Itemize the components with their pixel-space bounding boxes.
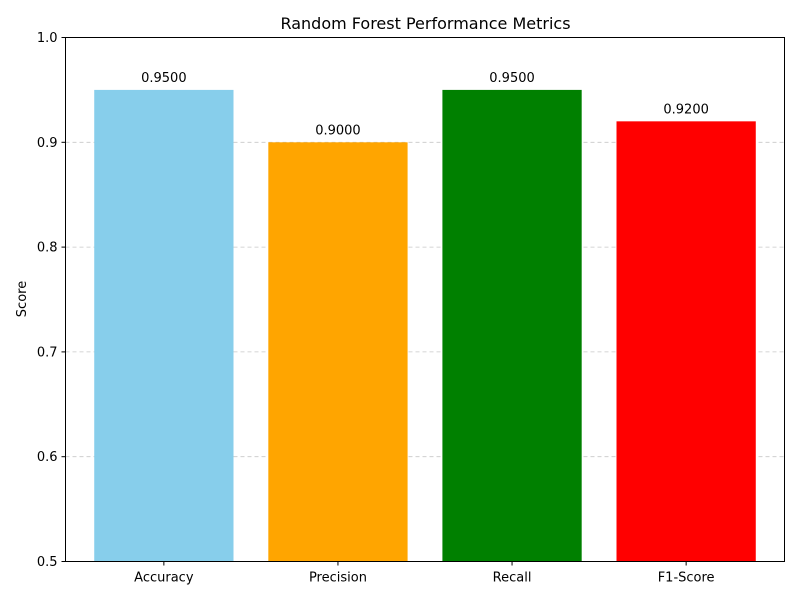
y-tick-label: 0.8 [37, 241, 58, 256]
x-tick-label: Recall [493, 571, 532, 586]
bar-accuracy [94, 89, 234, 562]
chart-title: Random Forest Performance Metrics [280, 14, 570, 33]
data-label: 0.9200 [663, 102, 709, 117]
data-labels: 0.9500 0.9000 0.9500 0.9200 [141, 71, 709, 138]
plot-frame [65, 37, 785, 562]
bar-precision [268, 142, 408, 562]
y-tick-label: 0.5 [37, 555, 58, 570]
y-axis-ticks: 0.5 0.6 0.7 0.8 0.9 1.0 [37, 31, 66, 570]
y-tick-label: 0.6 [37, 450, 58, 465]
x-tick-label: Precision [309, 571, 367, 586]
y-axis-label: Score [15, 281, 30, 317]
x-tick-label: Accuracy [134, 571, 194, 586]
x-tick-label: F1-Score [658, 571, 715, 586]
x-axis-ticks: Accuracy Precision Recall F1-Score [134, 561, 715, 586]
data-label: 0.9000 [315, 123, 361, 138]
y-tick-label: 0.9 [37, 136, 58, 151]
y-tick-label: 1.0 [37, 31, 58, 46]
data-label: 0.9500 [489, 71, 535, 86]
bars [94, 89, 756, 562]
data-label: 0.9500 [141, 71, 187, 86]
y-tick-label: 0.7 [37, 345, 58, 360]
bar-f1-score [616, 121, 756, 562]
bar-recall [442, 89, 582, 562]
